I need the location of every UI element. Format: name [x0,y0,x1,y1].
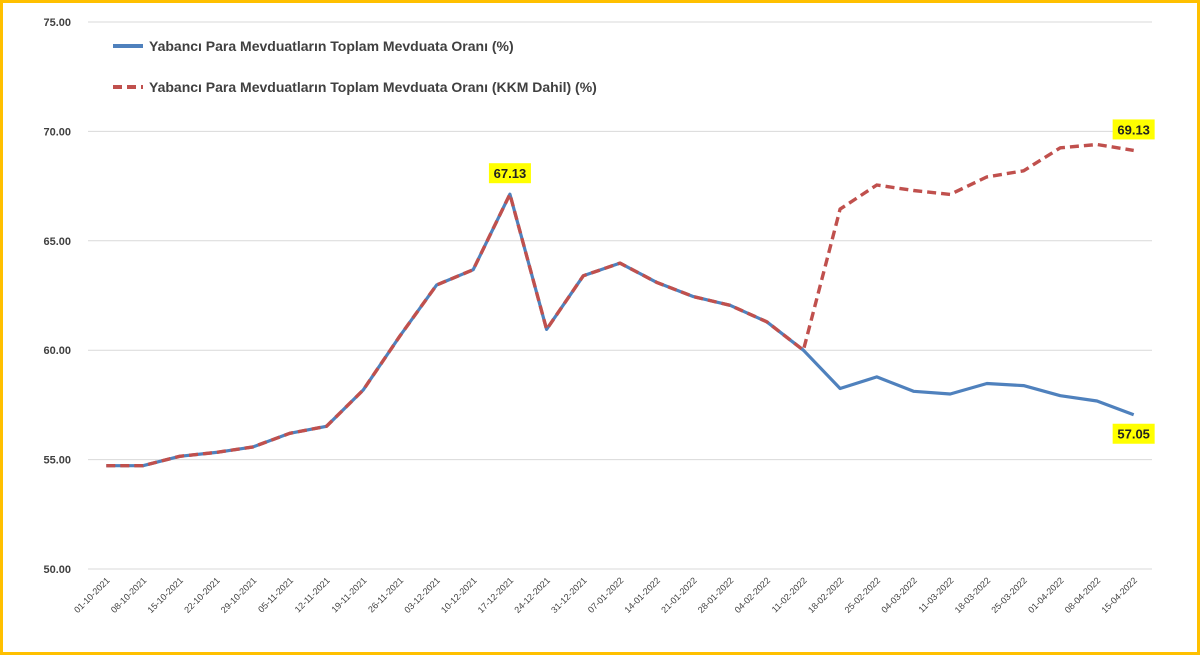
x-tick-label: 01-10-2021 [72,575,112,615]
x-tick-label: 10-12-2021 [439,575,479,615]
x-tick-label: 15-04-2022 [1099,575,1139,615]
x-tick-label: 07-01-2022 [586,575,626,615]
grid-lines [88,21,1152,570]
legend-label: Yabancı Para Mevduatların Toplam Mevduat… [149,79,597,95]
y-tick-label: 50.00 [43,564,71,576]
x-tick-label: 08-10-2021 [109,575,149,615]
y-axis-ticks: 50.00 55.00 60.00 65.00 70.00 75.00 [43,17,71,576]
x-tick-label: 28-01-2022 [696,575,736,615]
x-tick-label: 08-04-2022 [1063,575,1103,615]
annotations: 67.13 69.13 57.05 [488,119,1155,444]
x-tick-label: 21-01-2022 [659,575,699,615]
x-tick-label: 18-02-2022 [806,575,846,615]
x-tick-label: 17-12-2021 [476,575,516,615]
y-tick-label: 65.00 [43,236,71,248]
y-tick-label: 75.00 [43,17,71,29]
x-tick-label: 18-03-2022 [953,575,993,615]
x-tick-label: 22-10-2021 [182,575,222,615]
x-tick-label: 05-11-2021 [256,575,295,614]
series-line-1 [106,192,1135,468]
x-tick-label: 03-12-2021 [402,575,442,615]
x-tick-label: 04-03-2022 [879,575,919,615]
series-line-2 [106,142,1134,468]
legend-label: Yabancı Para Mevduatların Toplam Mevduat… [149,38,514,54]
x-tick-label: 19-11-2021 [329,575,368,614]
x-tick-label: 11-02-2022 [770,575,809,614]
x-tick-label: 25-03-2022 [989,575,1029,615]
callout-label: 69.13 [1117,122,1150,137]
x-tick-label: 25-02-2022 [843,575,883,615]
y-tick-label: 70.00 [43,126,71,138]
x-tick-label: 14-01-2022 [622,575,662,615]
callout-label: 67.13 [494,166,527,181]
callout-box [1112,423,1155,444]
legend: Yabancı Para Mevduatların Toplam Mevduat… [113,38,597,95]
x-tick-label: 11-03-2022 [916,575,955,614]
x-tick-label: 04-02-2022 [733,575,773,615]
x-tick-label: 31-12-2021 [549,575,589,615]
y-tick-label: 55.00 [43,455,71,467]
x-tick-label: 24-12-2021 [512,575,552,615]
callout-label: 57.05 [1117,427,1150,442]
callout-box [488,163,531,184]
callout-box [1112,119,1155,140]
series-lines [106,142,1135,468]
x-tick-label: 01-04-2022 [1026,575,1066,615]
x-tick-label: 29-10-2021 [219,575,259,615]
x-tick-label: 15-10-2021 [146,575,186,615]
x-tick-label: 26-11-2021 [366,575,405,614]
x-tick-label: 12-11-2021 [293,575,332,614]
x-axis-ticks: 01-10-202108-10-202115-10-202122-10-2021… [72,575,1139,615]
y-tick-label: 60.00 [43,345,71,357]
